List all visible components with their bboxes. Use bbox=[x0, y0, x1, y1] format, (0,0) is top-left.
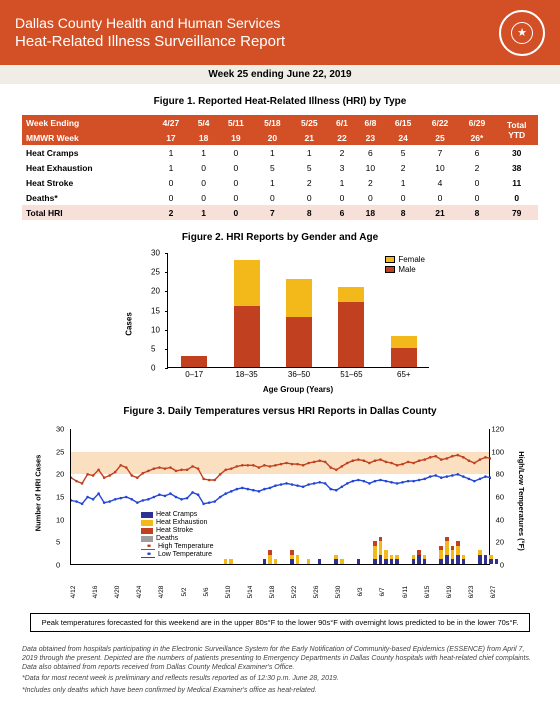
figure2-xlabel: Age Group (Years) bbox=[167, 385, 429, 394]
county-seal-icon: ★ bbox=[499, 10, 545, 56]
peak-forecast-box: Peak temperatures forecasted for this we… bbox=[30, 613, 530, 632]
week-bar: Week 25 ending June 22, 2019 bbox=[0, 65, 560, 84]
figure1-title: Figure 1. Reported Heat-Related Illness … bbox=[22, 96, 538, 107]
figure2-ylabel: Cases bbox=[125, 312, 134, 336]
figure3-ylabel-left: Number of HRI Cases bbox=[34, 455, 43, 532]
org-name: Dallas County Health and Human Services bbox=[15, 15, 499, 31]
footnote-source: Data obtained from hospitals participati… bbox=[22, 646, 538, 672]
footnote-deaths: *Includes only deaths which have been co… bbox=[22, 687, 538, 696]
figure2-title: Figure 2. HRI Reports by Gender and Age bbox=[22, 232, 538, 243]
figure1-table: Week Ending4/275/45/115/185/256/16/86/15… bbox=[22, 115, 538, 220]
footnote-preliminary: *Data for most recent week is preliminar… bbox=[22, 675, 538, 684]
figure2-legend: Female Male bbox=[385, 255, 425, 275]
figure2-chart: Cases 0–1718–3536–5051–6565+ Age Group (… bbox=[125, 251, 435, 396]
figure3-title: Figure 3. Daily Temperatures versus HRI … bbox=[22, 406, 538, 417]
report-header: Dallas County Health and Human Services … bbox=[0, 0, 560, 65]
figure3-ylabel-right: High/Low Temperatures (°F) bbox=[518, 451, 527, 551]
report-title: Heat-Related Illness Surveillance Report bbox=[15, 33, 499, 50]
footnotes: Data obtained from hospitals participati… bbox=[0, 646, 560, 707]
figure3-chart: Number of HRI Cases High/Low Temperature… bbox=[30, 425, 530, 605]
